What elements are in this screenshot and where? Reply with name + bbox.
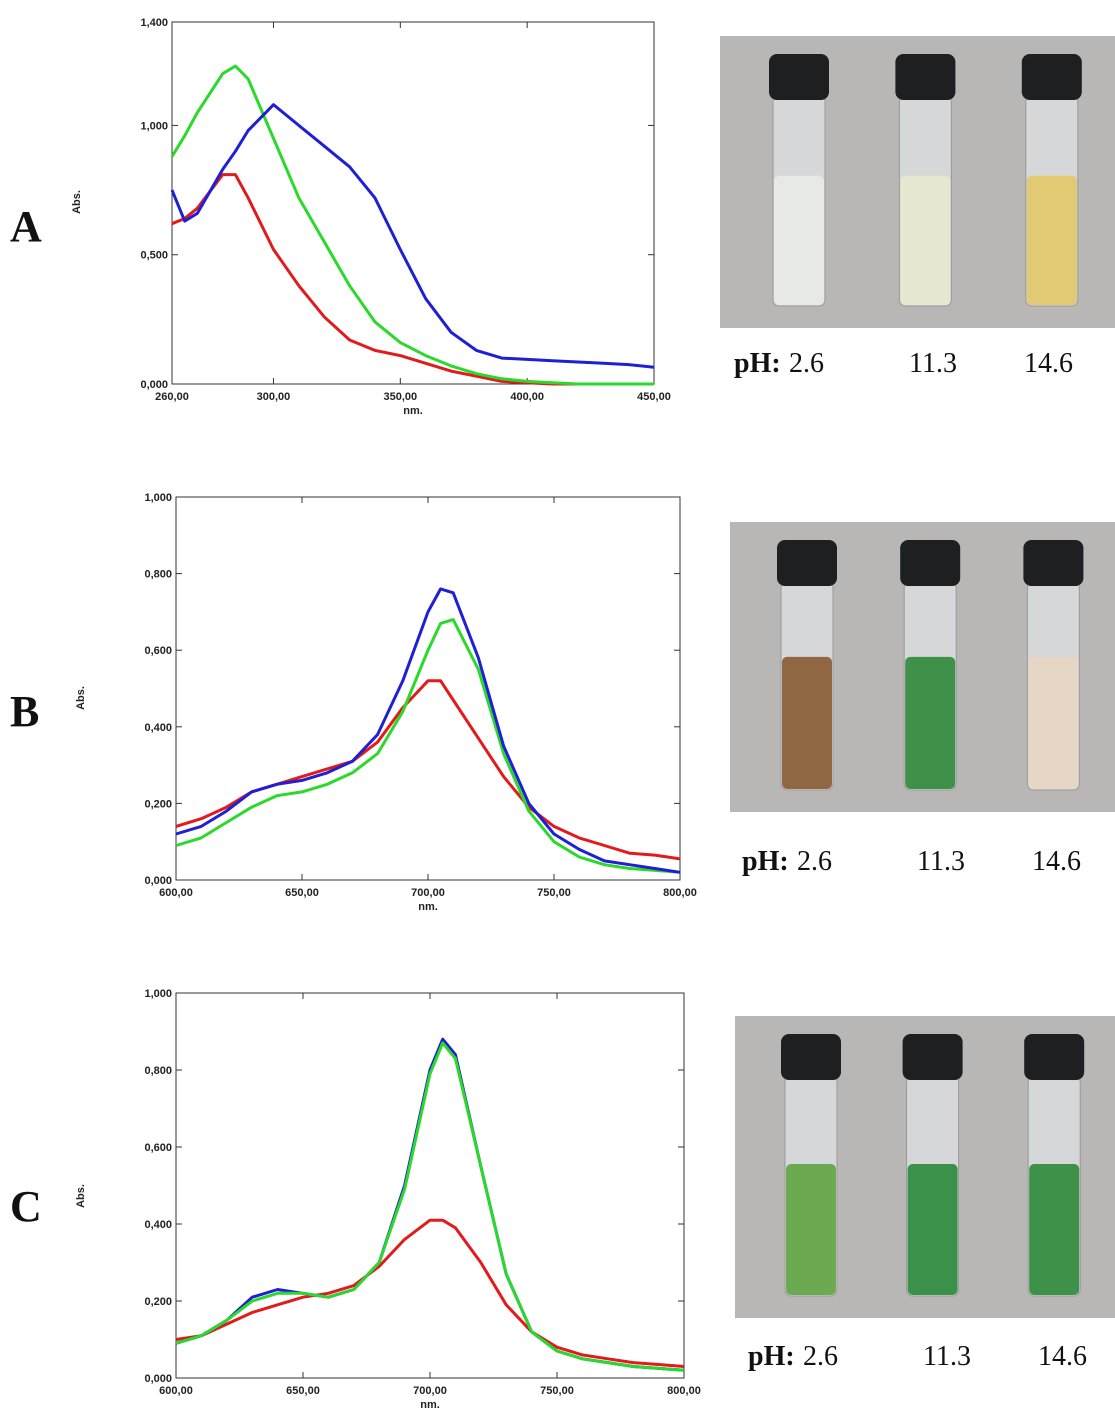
vial-cap (769, 54, 829, 100)
y-tick-label: 1,400 (140, 17, 168, 29)
ph-label: pH: (734, 348, 781, 379)
ph-value: 11.3 (909, 348, 957, 379)
vial-cap (781, 1034, 841, 1080)
y-tick-label: 0,600 (144, 645, 172, 657)
x-tick-label: 350,00 (383, 391, 417, 403)
y-tick-label: 1,000 (144, 988, 172, 1000)
x-axis-label: nm. (418, 901, 438, 913)
plot-frame (171, 21, 655, 385)
x-axis-label: nm. (403, 405, 423, 417)
vial-liquid (1029, 1164, 1080, 1295)
x-tick-label: 700,00 (413, 1385, 447, 1397)
y-tick-label: 0,500 (140, 250, 168, 262)
y-axis-label: Abs. (75, 1184, 87, 1208)
x-tick-label: 650,00 (286, 1385, 320, 1397)
vial-liquid (786, 1164, 836, 1295)
x-tick-label: 800,00 (667, 1385, 701, 1397)
series-line (175, 587, 681, 874)
vial-cap (1023, 540, 1084, 586)
y-tick-label: 0,400 (144, 1219, 172, 1231)
vial-liquid (900, 175, 951, 305)
vial-liquid (782, 656, 832, 789)
y-axis-label: Abs. (75, 686, 87, 710)
x-tick-label: 450,00 (637, 391, 671, 403)
y-tick-label: 0,400 (144, 722, 172, 734)
ph-value: 14.6 (1024, 348, 1073, 379)
panel-letter: B (10, 687, 39, 736)
panel-letter: C (10, 1182, 42, 1231)
vial-photo (735, 1016, 1115, 1318)
x-tick-label: 650,00 (285, 887, 319, 899)
ph-value: 14.6 (1038, 1341, 1087, 1372)
series-line (175, 618, 681, 874)
vial-cap (902, 1034, 963, 1080)
vial-cap (900, 540, 961, 586)
series-line (170, 64, 654, 386)
y-tick-label: 1,000 (144, 492, 172, 504)
x-tick-label: 800,00 (663, 887, 697, 899)
ph-value: 14.6 (1032, 846, 1081, 877)
vial-liquid (1026, 175, 1077, 305)
vial-liquid (1028, 656, 1079, 789)
ph-value: 11.3 (923, 1341, 971, 1372)
panel-letter: A (10, 202, 42, 251)
ph-value: 2.6 (803, 1341, 838, 1372)
x-tick-label: 750,00 (540, 1385, 574, 1397)
series-line (170, 103, 655, 369)
y-tick-label: 0,800 (144, 1065, 172, 1077)
ph-label: pH: (748, 1341, 795, 1372)
y-tick-label: 0,000 (144, 875, 172, 887)
y-axis-label: Abs. (71, 190, 83, 214)
x-tick-label: 600,00 (159, 1385, 193, 1397)
x-axis-label: nm. (420, 1399, 440, 1411)
x-tick-label: 750,00 (537, 887, 571, 899)
y-tick-label: 0,200 (144, 798, 172, 810)
y-tick-label: 0,000 (144, 1373, 172, 1385)
vial-cap (1021, 54, 1082, 100)
x-tick-label: 300,00 (257, 391, 291, 403)
y-tick-label: 0,800 (144, 569, 172, 581)
vial-cap (1024, 1034, 1085, 1080)
vial-cap (895, 54, 956, 100)
series-line (175, 1041, 685, 1372)
vial-photo (730, 522, 1115, 812)
vial-liquid (905, 656, 956, 789)
y-tick-label: 0,200 (144, 1296, 172, 1308)
x-tick-label: 700,00 (411, 887, 445, 899)
ph-label: pH: (742, 846, 789, 877)
vial-liquid (774, 175, 824, 305)
series-line (175, 1218, 685, 1368)
y-tick-label: 0,000 (140, 379, 168, 391)
plot-frame (175, 496, 681, 881)
y-tick-label: 0,600 (144, 1142, 172, 1154)
vial-liquid (907, 1164, 958, 1295)
x-tick-label: 600,00 (159, 887, 193, 899)
vial-photo (720, 36, 1115, 328)
ph-value: 11.3 (917, 846, 965, 877)
vial-cap (777, 540, 837, 586)
ph-value: 2.6 (789, 348, 824, 379)
x-tick-label: 400,00 (510, 391, 544, 403)
x-tick-label: 260,00 (155, 391, 189, 403)
ph-value: 2.6 (797, 846, 832, 877)
plot-frame (175, 992, 685, 1379)
y-tick-label: 1,000 (140, 120, 168, 132)
